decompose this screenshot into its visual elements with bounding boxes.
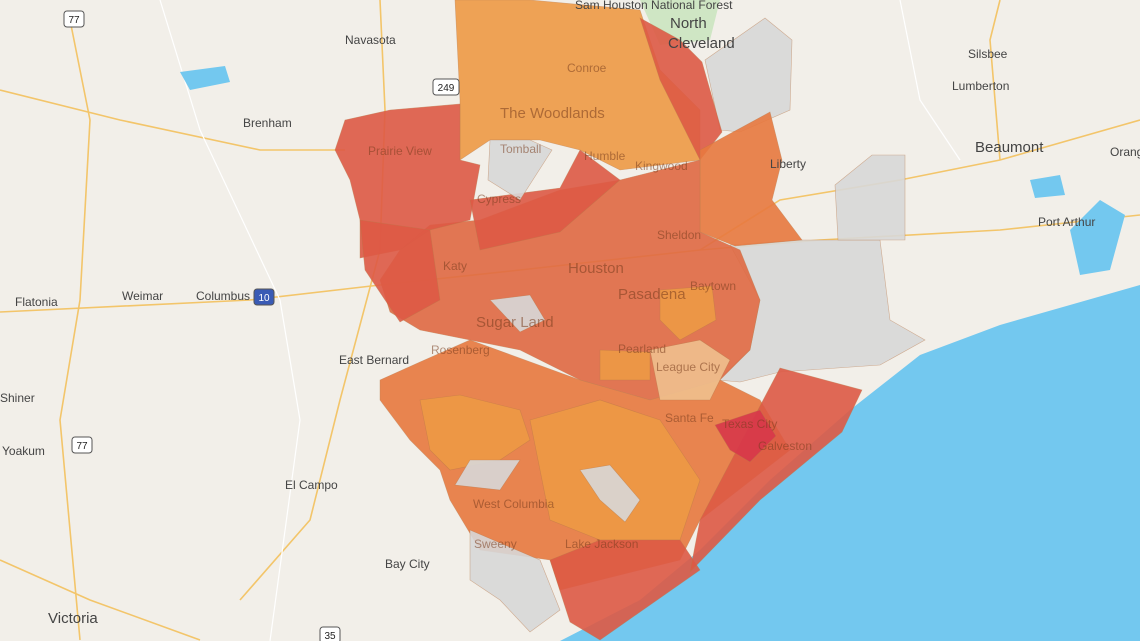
highway-number: 77: [76, 441, 88, 452]
highway-number: 10: [258, 293, 270, 304]
region: [599, 349, 651, 381]
place-label: Tomball: [500, 142, 541, 156]
place-label: Baytown: [690, 279, 736, 293]
place-label: Orange: [1110, 145, 1140, 159]
region: [419, 394, 531, 471]
place-label: Santa Fe: [665, 411, 714, 425]
place-label: Houston: [568, 260, 624, 277]
place-label: Sweeny: [474, 537, 517, 551]
place-label: Katy: [443, 259, 467, 273]
place-label: Texas City: [722, 417, 777, 431]
place-label: Liberty: [770, 157, 806, 171]
region: [469, 529, 561, 633]
highway-shield: [63, 10, 85, 28]
region: [834, 154, 906, 241]
place-label: Flatonia: [15, 295, 58, 309]
region: [659, 285, 717, 341]
highway-shield: [432, 78, 460, 96]
place-label: Sam Houston National Forest: [575, 0, 733, 12]
place-label: Lake Jackson: [565, 537, 638, 551]
place-label: Pasadena: [618, 286, 686, 303]
highway-shield: [319, 626, 341, 641]
place-label: Pearland: [618, 342, 666, 356]
place-label: Bay City: [385, 557, 430, 571]
region: [639, 17, 723, 161]
place-label: Prairie View: [368, 144, 432, 158]
place-label: East Bernard: [339, 353, 409, 367]
region: [359, 219, 441, 323]
place-label: Brenham: [243, 116, 292, 130]
regions: [334, 0, 926, 641]
region: [689, 367, 863, 573]
place-label: West Columbia: [473, 497, 554, 511]
place-label: Yoakum: [2, 444, 45, 458]
lake: [1030, 175, 1065, 198]
place-label: Sugar Land: [476, 314, 554, 331]
highway-shield: [253, 288, 275, 306]
place-label: Port Arthur: [1038, 215, 1095, 229]
sabine-lake: [1070, 200, 1125, 275]
place-label: Cypress: [477, 192, 521, 206]
place-label: Beaumont: [975, 139, 1044, 156]
place-label: Silsbee: [968, 47, 1008, 61]
place-label: El Campo: [285, 478, 338, 492]
region: [649, 339, 731, 401]
highway-shield: [71, 436, 93, 454]
place-label: Columbus: [196, 289, 250, 303]
region: [549, 539, 701, 641]
place-label: Cleveland: [668, 35, 735, 52]
region: [469, 149, 621, 251]
region: [714, 409, 777, 463]
place-label: Galveston: [758, 439, 812, 453]
place-label: Humble: [584, 149, 626, 163]
region: [579, 464, 641, 523]
place-label: Sheldon: [657, 228, 701, 242]
region: [454, 459, 521, 491]
place-label: Shiner: [0, 391, 35, 405]
place-label: Conroe: [567, 61, 607, 75]
region: [487, 139, 553, 201]
place-label: Rosenberg: [431, 343, 490, 357]
place-label: Lumberton: [952, 79, 1009, 93]
place-label: League City: [656, 360, 720, 374]
highway-number: 77: [68, 15, 80, 26]
place-label: The Woodlands: [500, 105, 605, 122]
region: [529, 399, 701, 541]
place-label: North: [670, 15, 707, 32]
place-label: Weimar: [122, 289, 163, 303]
highway-number: 35: [324, 631, 336, 641]
place-label: Victoria: [48, 610, 98, 627]
region: [489, 294, 546, 333]
lake: [180, 66, 230, 90]
highway-number: 249: [438, 83, 455, 94]
place-label: Kingwood: [635, 159, 688, 173]
place-label: Navasota: [345, 33, 396, 47]
